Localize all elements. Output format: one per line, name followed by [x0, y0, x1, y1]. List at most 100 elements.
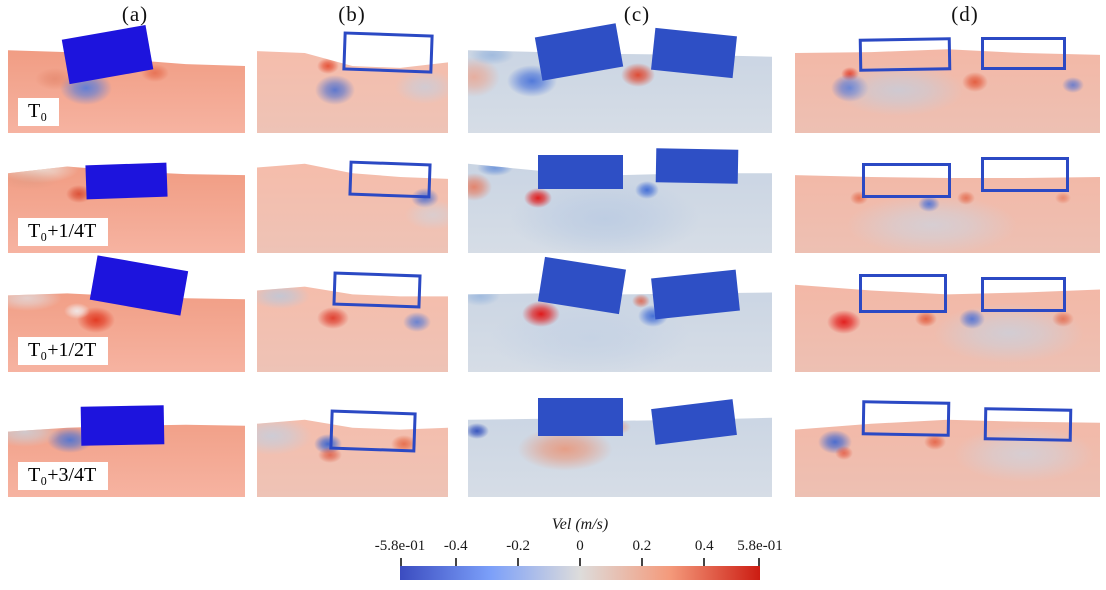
water-field: [8, 293, 245, 372]
velocity-panel-b3: [257, 271, 448, 372]
velocity-panel-b2: [257, 158, 448, 253]
floating-body-outline: [981, 276, 1067, 312]
velocity-spot: [257, 419, 313, 455]
velocity-spot: [35, 68, 76, 91]
velocity-spot: [1061, 76, 1084, 93]
velocity-panel-c4: [468, 398, 772, 497]
velocity-panel-c1: [468, 22, 772, 133]
colorbar-tick: [400, 558, 403, 566]
velocity-spot: [468, 422, 490, 439]
row-label-time: T₀+3/4T: [18, 462, 109, 490]
velocity-spot: [477, 163, 514, 176]
velocity-panel-a2: T₀+1/4T: [8, 158, 245, 253]
floating-body-outline: [981, 157, 1070, 193]
colorbar-tick-label: 0.2: [632, 538, 652, 554]
velocity-spot: [470, 50, 515, 65]
velocity-spot: [257, 286, 310, 310]
colorbar-tick: [454, 558, 457, 566]
colorbar-tick-label: 0.4: [694, 538, 714, 554]
velocity-panel-a1: T₀: [8, 24, 245, 133]
velocity-spot: [63, 302, 90, 319]
velocity-spot: [632, 294, 651, 309]
column-header-b: (b): [338, 2, 366, 26]
colorbar-title: Vel (m/s): [551, 516, 609, 533]
colorbar-tick-label: 0: [576, 538, 584, 554]
velocity-spot: [924, 433, 947, 450]
velocity-panel-d1: [795, 37, 1100, 133]
velocity-spot: [468, 172, 493, 201]
colorbar-tick: [517, 558, 520, 566]
velocity-spot: [403, 311, 432, 332]
velocity-spot: [395, 69, 448, 104]
colorbar-tick-label: -0.4: [443, 538, 468, 554]
water-field: [795, 49, 1100, 133]
velocity-panel-c2: [468, 147, 772, 253]
water-field: [795, 175, 1100, 253]
velocity-panel-a3: T₀+1/2T: [8, 255, 245, 372]
column-header-d: (d): [951, 2, 979, 26]
velocity-spot: [316, 58, 339, 75]
velocity-spot: [468, 292, 501, 307]
floating-body: [81, 405, 165, 446]
colorbar-tick-label: -5.8e-01: [374, 538, 426, 554]
velocity-spot: [826, 309, 861, 334]
row-label-time: T₀+1/2T: [18, 337, 109, 365]
water-field: [795, 419, 1100, 497]
colorbar: Vel (m/s) -5.8e-01 -0.4 -0.2 0 0.2 0.4 5.8e-01: [375, 516, 783, 582]
velocity-spot: [958, 308, 985, 329]
velocity-panel-d3: [795, 274, 1100, 372]
velocity-panel-b4: [257, 398, 448, 497]
velocity-panel-d2: [795, 157, 1100, 253]
velocity-spot: [953, 426, 1094, 483]
floating-body-outline: [328, 409, 417, 452]
floating-body-outline: [858, 37, 951, 72]
floating-body-outline: [342, 31, 434, 74]
floating-body: [537, 155, 624, 190]
velocity-spot: [833, 64, 964, 117]
colorbar-tick: [703, 558, 706, 566]
velocity-panel-c3: [468, 257, 772, 372]
floating-body-outline: [861, 400, 951, 437]
floating-body-outline: [983, 407, 1073, 442]
floating-body-outline: [859, 274, 948, 313]
floating-body-outline: [348, 160, 432, 199]
row-label-time: T₀: [18, 98, 60, 126]
water-field: [257, 163, 448, 253]
velocity-spot: [391, 434, 418, 453]
colorbar-gradient: [400, 566, 760, 580]
velocity-spot: [635, 181, 660, 200]
column-header-a: (a): [121, 2, 149, 26]
velocity-spot: [66, 185, 93, 204]
floating-body-outline: [862, 162, 951, 198]
velocity-spot: [918, 195, 941, 212]
velocity-spot: [1052, 310, 1075, 327]
floating-body: [85, 162, 168, 200]
velocity-spot: [834, 446, 853, 461]
water-field: [257, 286, 448, 372]
velocity-spot: [521, 300, 560, 327]
velocity-spot: [8, 293, 62, 312]
velocity-spot: [621, 63, 656, 88]
column-header-c: (c): [623, 2, 651, 26]
velocity-spot: [317, 306, 350, 329]
floating-body: [656, 147, 739, 184]
colorbar-tick: [579, 558, 581, 566]
velocity-panel-a4: T₀+3/4T: [8, 398, 245, 497]
velocity-spot: [961, 71, 988, 92]
floating-body: [651, 27, 738, 78]
colorbar-tick-label: -0.2: [506, 538, 530, 554]
velocity-panel-b1: [257, 31, 448, 133]
water-field: [257, 419, 448, 497]
velocity-spot: [1055, 191, 1072, 204]
colorbar-tick: [640, 558, 643, 566]
velocity-spot: [317, 447, 342, 464]
velocity-panel-d4: [795, 398, 1100, 497]
colorbar-tick-label: 5.8e-01: [737, 538, 783, 554]
velocity-spot: [915, 310, 938, 327]
velocity-spot: [315, 75, 356, 106]
water-field: [795, 284, 1100, 372]
velocity-spot: [8, 167, 60, 190]
row-label-time: T₀+1/4T: [18, 218, 109, 246]
velocity-spot: [404, 200, 448, 230]
